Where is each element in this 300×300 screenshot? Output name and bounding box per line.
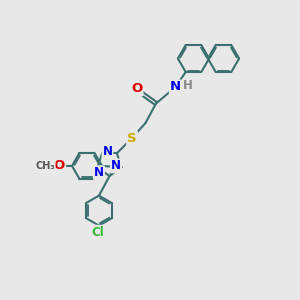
Text: S: S: [127, 131, 137, 145]
Text: H: H: [183, 79, 193, 92]
Text: Cl: Cl: [91, 226, 104, 239]
Text: N: N: [103, 145, 112, 158]
Text: O: O: [131, 82, 142, 95]
Text: N: N: [111, 159, 121, 172]
Text: N: N: [94, 166, 104, 179]
Text: O: O: [54, 159, 65, 172]
Text: CH₃: CH₃: [35, 161, 55, 171]
Text: N: N: [170, 80, 181, 94]
